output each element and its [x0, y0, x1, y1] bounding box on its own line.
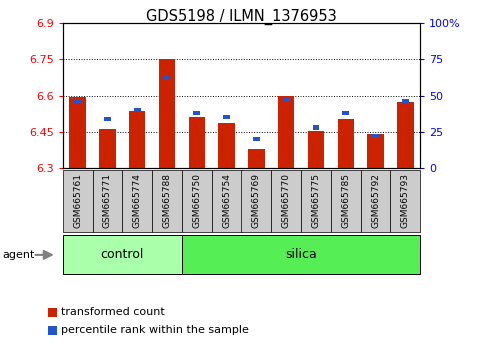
Bar — [70, 97, 86, 168]
Bar — [313, 125, 319, 130]
Bar — [372, 134, 379, 138]
Bar — [74, 99, 81, 103]
Text: GSM665792: GSM665792 — [371, 173, 380, 228]
Bar — [193, 111, 200, 115]
Bar — [129, 111, 145, 168]
Text: GSM665750: GSM665750 — [192, 173, 201, 228]
Text: GSM665774: GSM665774 — [133, 173, 142, 228]
Text: silica: silica — [285, 249, 317, 261]
Bar — [283, 98, 290, 102]
Bar — [253, 137, 260, 141]
Text: GSM665785: GSM665785 — [341, 173, 350, 228]
Text: GSM665761: GSM665761 — [73, 173, 82, 228]
Bar — [278, 96, 294, 168]
Text: GSM665770: GSM665770 — [282, 173, 291, 228]
Text: GSM665793: GSM665793 — [401, 173, 410, 228]
Text: GSM665769: GSM665769 — [252, 173, 261, 228]
Text: control: control — [100, 249, 144, 261]
Text: agent: agent — [2, 250, 35, 260]
Text: GSM665788: GSM665788 — [163, 173, 171, 228]
Bar — [99, 129, 115, 168]
Bar — [368, 134, 384, 168]
Bar — [338, 119, 354, 168]
Bar — [159, 59, 175, 168]
Text: GDS5198 / ILMN_1376953: GDS5198 / ILMN_1376953 — [146, 9, 337, 25]
Text: GSM665771: GSM665771 — [103, 173, 112, 228]
Bar — [342, 111, 349, 115]
Text: percentile rank within the sample: percentile rank within the sample — [61, 325, 249, 335]
Bar — [164, 76, 170, 80]
Text: GSM665754: GSM665754 — [222, 173, 231, 228]
Bar — [308, 131, 324, 168]
Bar — [248, 149, 265, 168]
Bar — [223, 115, 230, 119]
Bar — [397, 102, 413, 168]
Bar — [218, 124, 235, 168]
Bar — [402, 99, 409, 103]
Text: transformed count: transformed count — [61, 308, 165, 318]
Bar — [134, 108, 141, 112]
Bar — [104, 117, 111, 121]
Text: GSM665775: GSM665775 — [312, 173, 320, 228]
Bar — [189, 118, 205, 168]
